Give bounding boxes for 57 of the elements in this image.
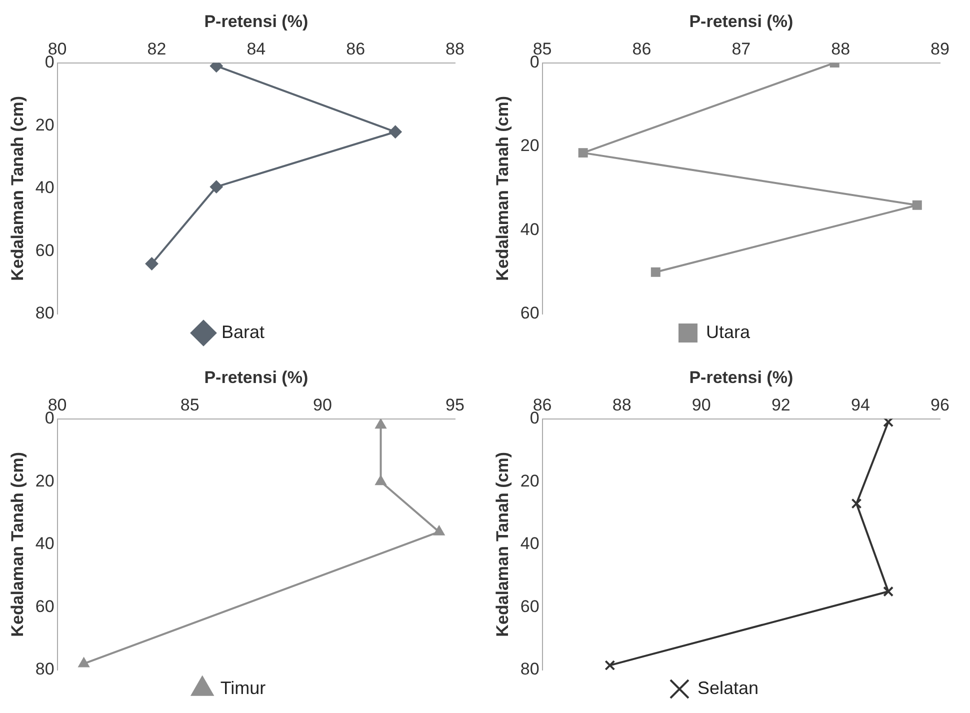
- y-axis-title: Kedalaman Tanah (cm): [492, 452, 512, 637]
- y-tick-label: 40: [520, 534, 540, 554]
- y-axis-title: Kedalaman Tanah (cm): [8, 96, 27, 281]
- x-axis-title: P-retensi (%): [689, 368, 794, 387]
- y-tick-label: 40: [35, 534, 54, 554]
- point: [851, 498, 862, 509]
- x-tick-label: 86: [632, 39, 652, 58]
- y-tick-label: 40: [520, 220, 540, 239]
- y-tick-label: 60: [520, 304, 540, 323]
- point: [604, 660, 616, 670]
- x-tick-label: 82: [147, 39, 166, 58]
- y-tick-label: 20: [520, 471, 540, 490]
- x-tick-label: 92: [771, 395, 790, 414]
- point: [388, 125, 402, 138]
- x-tick-label: 84: [246, 39, 266, 58]
- y-tick-label: 20: [520, 136, 540, 156]
- x-tick-label: 88: [612, 395, 632, 414]
- x-tick-label: 87: [732, 39, 751, 58]
- point: [650, 267, 660, 277]
- y-tick-label: 80: [520, 660, 540, 679]
- legend-label: Barat: [221, 322, 265, 342]
- x-tick-label: 94: [851, 395, 870, 414]
- y-tick-label: 60: [520, 596, 540, 616]
- x-tick-label: 88: [831, 39, 850, 58]
- legend-label: Timur: [220, 678, 266, 698]
- x-axis-title: P-retensi (%): [204, 12, 308, 31]
- y-tick-label: 20: [35, 115, 54, 134]
- point: [912, 200, 922, 210]
- y-tick-label: 20: [35, 471, 54, 490]
- y-tick-label: 40: [35, 178, 54, 198]
- x-tick-label: 95: [446, 395, 464, 414]
- point: [883, 418, 894, 428]
- point: [433, 525, 445, 536]
- point: [145, 257, 158, 270]
- y-tick-label: 80: [35, 304, 54, 323]
- y-tick-label: 60: [35, 596, 54, 616]
- x-tick-label: 96: [930, 395, 950, 414]
- x-axis-title: P-retensi (%): [689, 12, 794, 31]
- y-tick-label: 80: [35, 660, 54, 679]
- legend-label: Utara: [706, 322, 751, 342]
- point: [883, 586, 894, 597]
- legend-label: Selatan: [697, 678, 759, 698]
- point: [578, 148, 588, 158]
- x-tick-label: 90: [692, 395, 711, 414]
- point: [375, 475, 386, 486]
- y-tick-label: 60: [35, 240, 54, 260]
- y-axis-title: Kedalaman Tanah (cm): [492, 96, 512, 281]
- x-tick-label: 86: [346, 39, 366, 58]
- x-tick-label: 89: [930, 39, 950, 58]
- x-tick-label: 85: [180, 395, 200, 414]
- x-axis-title: P-retensi (%): [204, 368, 308, 387]
- x-tick-label: 90: [312, 395, 332, 414]
- point: [375, 418, 386, 429]
- x-tick-label: 88: [446, 39, 464, 58]
- point: [210, 180, 223, 194]
- y-axis-title: Kedalaman Tanah (cm): [8, 452, 27, 637]
- point: [78, 657, 90, 668]
